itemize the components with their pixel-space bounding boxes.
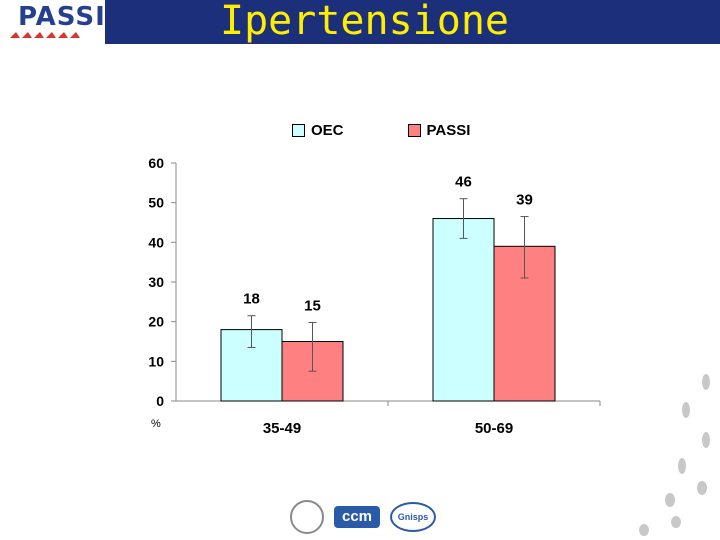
y-tick-label: 40 — [148, 234, 164, 250]
data-label: 46 — [455, 174, 472, 191]
bar-oec-50-69 — [432, 218, 495, 402]
partner-logos: ccm Gnisps — [290, 500, 436, 534]
page-title: Ipertensione — [220, 0, 509, 44]
y-tick-label: 30 — [148, 274, 164, 290]
legend-label-passi: PASSI — [426, 122, 471, 139]
footprints-decoration-icon — [639, 374, 710, 536]
genisps-logo: Gnisps — [390, 502, 436, 532]
legend-item-passi: PASSI — [407, 122, 471, 139]
legend-swatch-passi — [407, 124, 421, 137]
ccm-logo: ccm — [334, 506, 380, 528]
legend-label-oec: OEC — [311, 122, 344, 139]
chart-legend: OEC PASSI — [292, 122, 470, 139]
header-bar — [105, 0, 720, 44]
y-tick-label: 60 — [148, 155, 164, 171]
iss-seal-logo — [290, 500, 324, 534]
y-tick-label: 10 — [148, 353, 164, 369]
legend-item-oec: OEC — [292, 122, 344, 139]
data-label: 18 — [243, 291, 260, 308]
y-tick-label: 50 — [148, 195, 164, 211]
legend-swatch-oec — [292, 124, 305, 137]
passi-logo: PASSI — [0, 0, 105, 44]
data-label: 39 — [516, 192, 533, 209]
data-label: 15 — [304, 297, 321, 314]
footprints-logo-icon — [10, 32, 80, 38]
y-tick-label: 0 — [156, 393, 164, 409]
y-unit-label: % — [151, 418, 161, 430]
x-category-label: 35-49 — [263, 420, 301, 437]
x-category-label: 50-69 — [475, 420, 513, 437]
y-tick-label: 20 — [148, 314, 164, 330]
passi-logo-text: PASSI — [18, 2, 106, 32]
